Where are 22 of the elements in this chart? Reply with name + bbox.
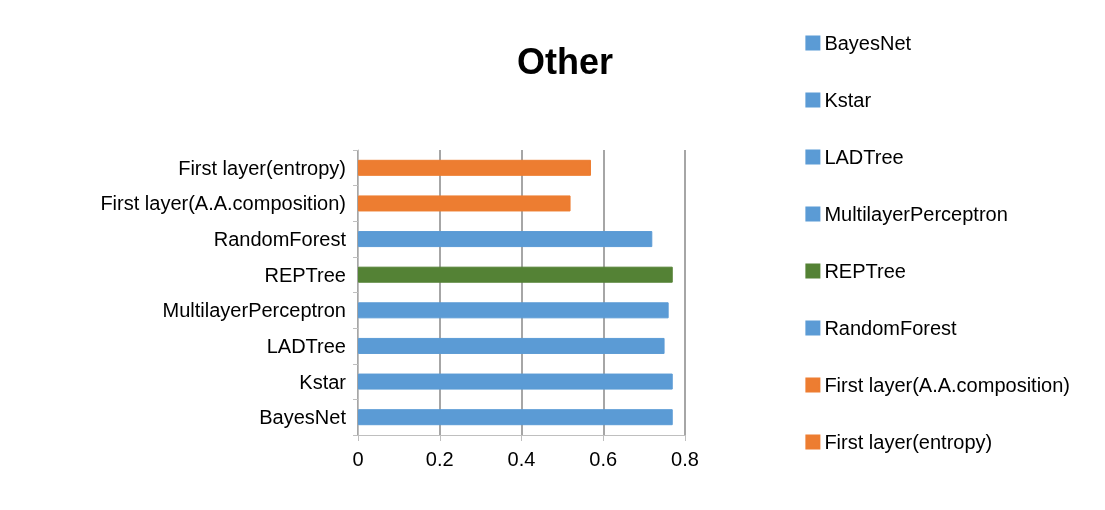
legend-label: First layer(entropy)	[824, 431, 993, 453]
y-tick-label: LADTree	[266, 334, 346, 357]
x-tick-label: 0.4	[507, 448, 536, 470]
y-tick-label: MultilayerPerceptron	[162, 299, 346, 322]
legend-label: MultilayerPerceptron	[824, 203, 1008, 225]
y-tick-label: First layer(A.A.composition)	[100, 192, 346, 215]
y-tick-label: RandomForest	[213, 228, 347, 251]
x-tick-label: 0.8	[671, 448, 699, 470]
y-tick-label: Kstar	[299, 370, 347, 393]
y-tick-label: First layer(entropy)	[178, 156, 346, 179]
x-tick-label: 0.2	[425, 448, 454, 470]
legend-label: BayesNet	[824, 32, 912, 54]
legend-label: Kstar	[824, 89, 872, 111]
x-tick-label: 0.6	[589, 448, 618, 470]
legend-label: RandomForest	[824, 317, 958, 339]
legend-label: First layer(A.A.composition)	[824, 374, 1071, 396]
chart-title: Other	[516, 40, 614, 82]
legend-label: LADTree	[824, 146, 904, 168]
y-tick-label: BayesNet	[259, 406, 347, 429]
legend-label: REPTree	[824, 260, 906, 282]
y-tick-label: REPTree	[264, 263, 346, 286]
x-tick-label: 0	[352, 448, 364, 470]
